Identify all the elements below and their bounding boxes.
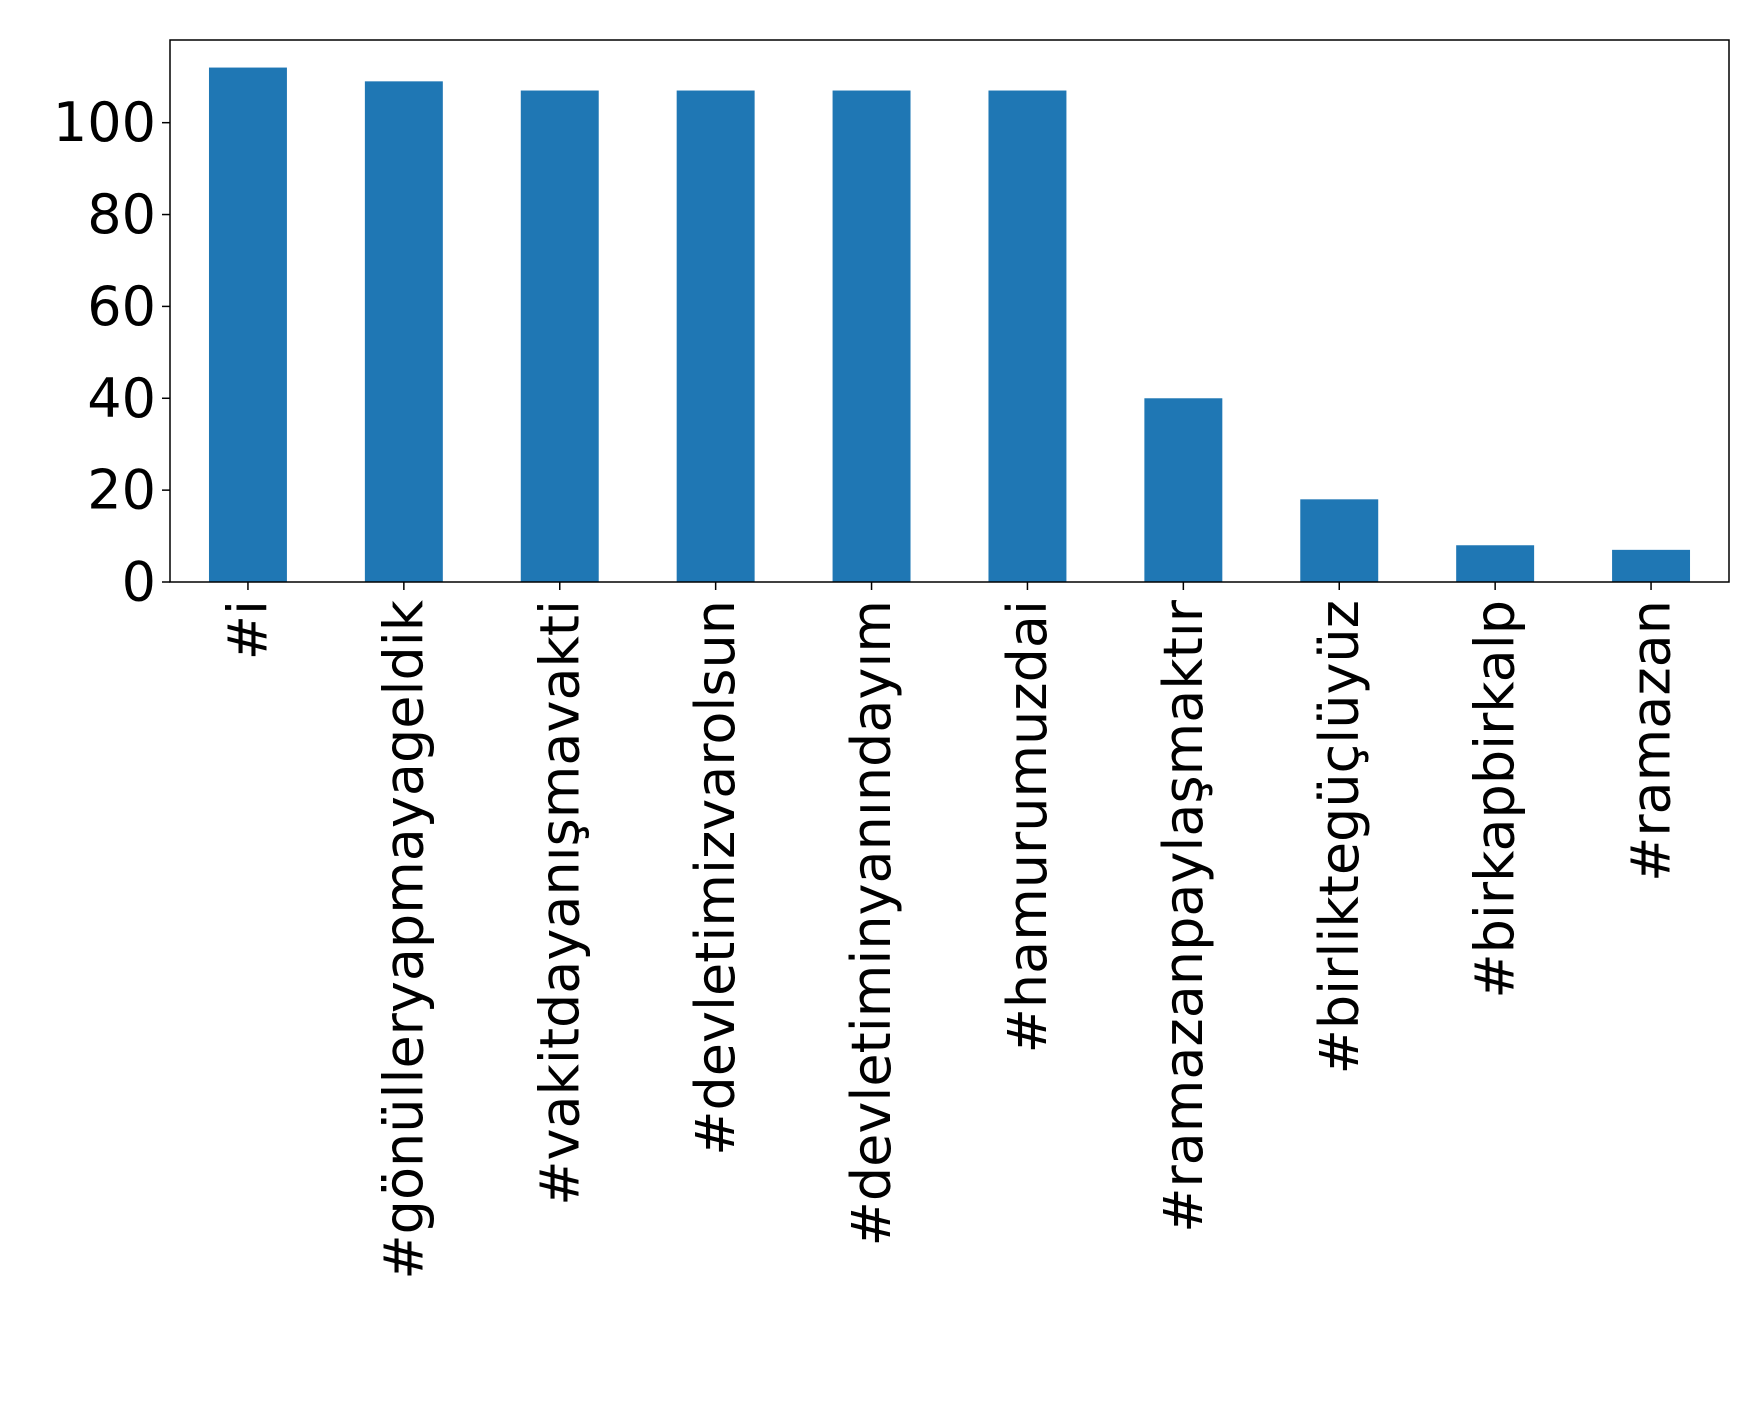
bar [208, 67, 287, 582]
x-axis: #i #gönülleryapmayageldik #vakitdayanışmav… [216, 582, 1683, 1280]
x-tick-label: #birkapbirkalp [1464, 600, 1527, 999]
x-tick-label: #hamurumuzdai [996, 600, 1059, 1053]
bars-group [208, 67, 1691, 582]
y-tick-label: 40 [87, 367, 156, 430]
bar [832, 90, 911, 582]
x-tick-label: #devletiminyanındayım [840, 600, 903, 1246]
bar [1144, 398, 1223, 582]
bar [676, 90, 755, 582]
x-tick-label: #birliktegüçlüyüz [1308, 600, 1371, 1074]
x-tick-label: #ramazanpaylaşmaktır [1152, 599, 1215, 1233]
y-axis: 0 20 40 60 80 100 [53, 91, 170, 614]
y-tick-label: 80 [87, 183, 156, 246]
x-tick-label: #vakitdayanışmavakti [528, 600, 591, 1206]
bar [1300, 499, 1379, 582]
y-tick-label: 100 [53, 91, 156, 154]
y-tick-label: 0 [122, 551, 156, 614]
x-tick-label: #ramazan [1620, 600, 1683, 882]
bar [988, 90, 1067, 582]
x-tick-label: #gönülleryapmayageldik [372, 599, 435, 1279]
bar [520, 90, 599, 582]
bar [364, 81, 443, 582]
bar [1456, 545, 1535, 582]
x-tick-label: #devletimizvarolsun [684, 600, 747, 1156]
x-tick-label: #i [216, 600, 279, 660]
y-tick-label: 60 [87, 275, 156, 338]
bar [1612, 549, 1691, 582]
plot-frame [169, 39, 1730, 583]
y-tick-label: 20 [87, 459, 156, 522]
